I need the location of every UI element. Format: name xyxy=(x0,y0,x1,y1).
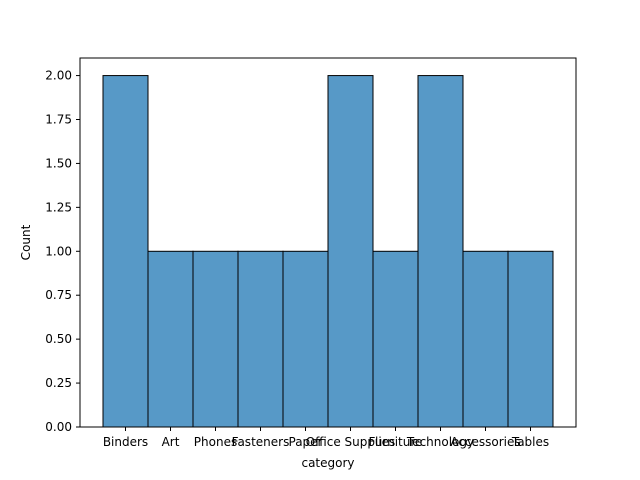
x-tick-label: Technology xyxy=(406,435,474,449)
x-tick-label: Paper xyxy=(289,435,323,449)
y-tick-label: 1.50 xyxy=(45,156,72,170)
bar-art xyxy=(147,250,194,428)
plot-frame xyxy=(79,57,577,428)
x-tick-label: Art xyxy=(162,435,180,449)
y-tick-label: 0.25 xyxy=(45,376,72,390)
bar-paper xyxy=(282,250,329,428)
x-tick-label: Office Supplies xyxy=(306,435,396,449)
bar-office-supplies xyxy=(327,75,374,428)
bar-binders xyxy=(102,75,149,428)
bar-fasteners xyxy=(237,250,284,428)
x-tick-label: Fasteners xyxy=(232,435,290,449)
bar-furniture xyxy=(372,250,419,428)
y-tick-label: 1.00 xyxy=(45,244,72,258)
y-tick-label: 0.75 xyxy=(45,288,72,302)
bars-group xyxy=(102,75,554,428)
x-tick-label: Binders xyxy=(103,435,148,449)
x-tick-label: Tables xyxy=(511,435,549,449)
bar-tables xyxy=(507,250,554,428)
y-tick-label: 1.25 xyxy=(45,200,72,214)
bar-technology xyxy=(417,75,464,428)
x-axis-label: category xyxy=(301,456,354,470)
y-axis-label: Count xyxy=(19,224,33,260)
x-tick-label: Phones xyxy=(194,435,237,449)
bar-accessories xyxy=(462,250,509,428)
bar-phones xyxy=(192,250,239,428)
y-tick-label: 0.50 xyxy=(45,332,72,346)
y-tick-label: 2.00 xyxy=(45,69,72,83)
x-tick-label: Furniture xyxy=(369,435,423,449)
y-tick-label: 0.00 xyxy=(45,420,72,434)
y-tick-label: 1.75 xyxy=(45,113,72,127)
x-tick-label: Accessories xyxy=(450,435,520,449)
y-axis-ticks: 0.00 0.25 0.50 0.75 1.00 1.25 1.50 1.75 2.00 xyxy=(45,69,80,434)
